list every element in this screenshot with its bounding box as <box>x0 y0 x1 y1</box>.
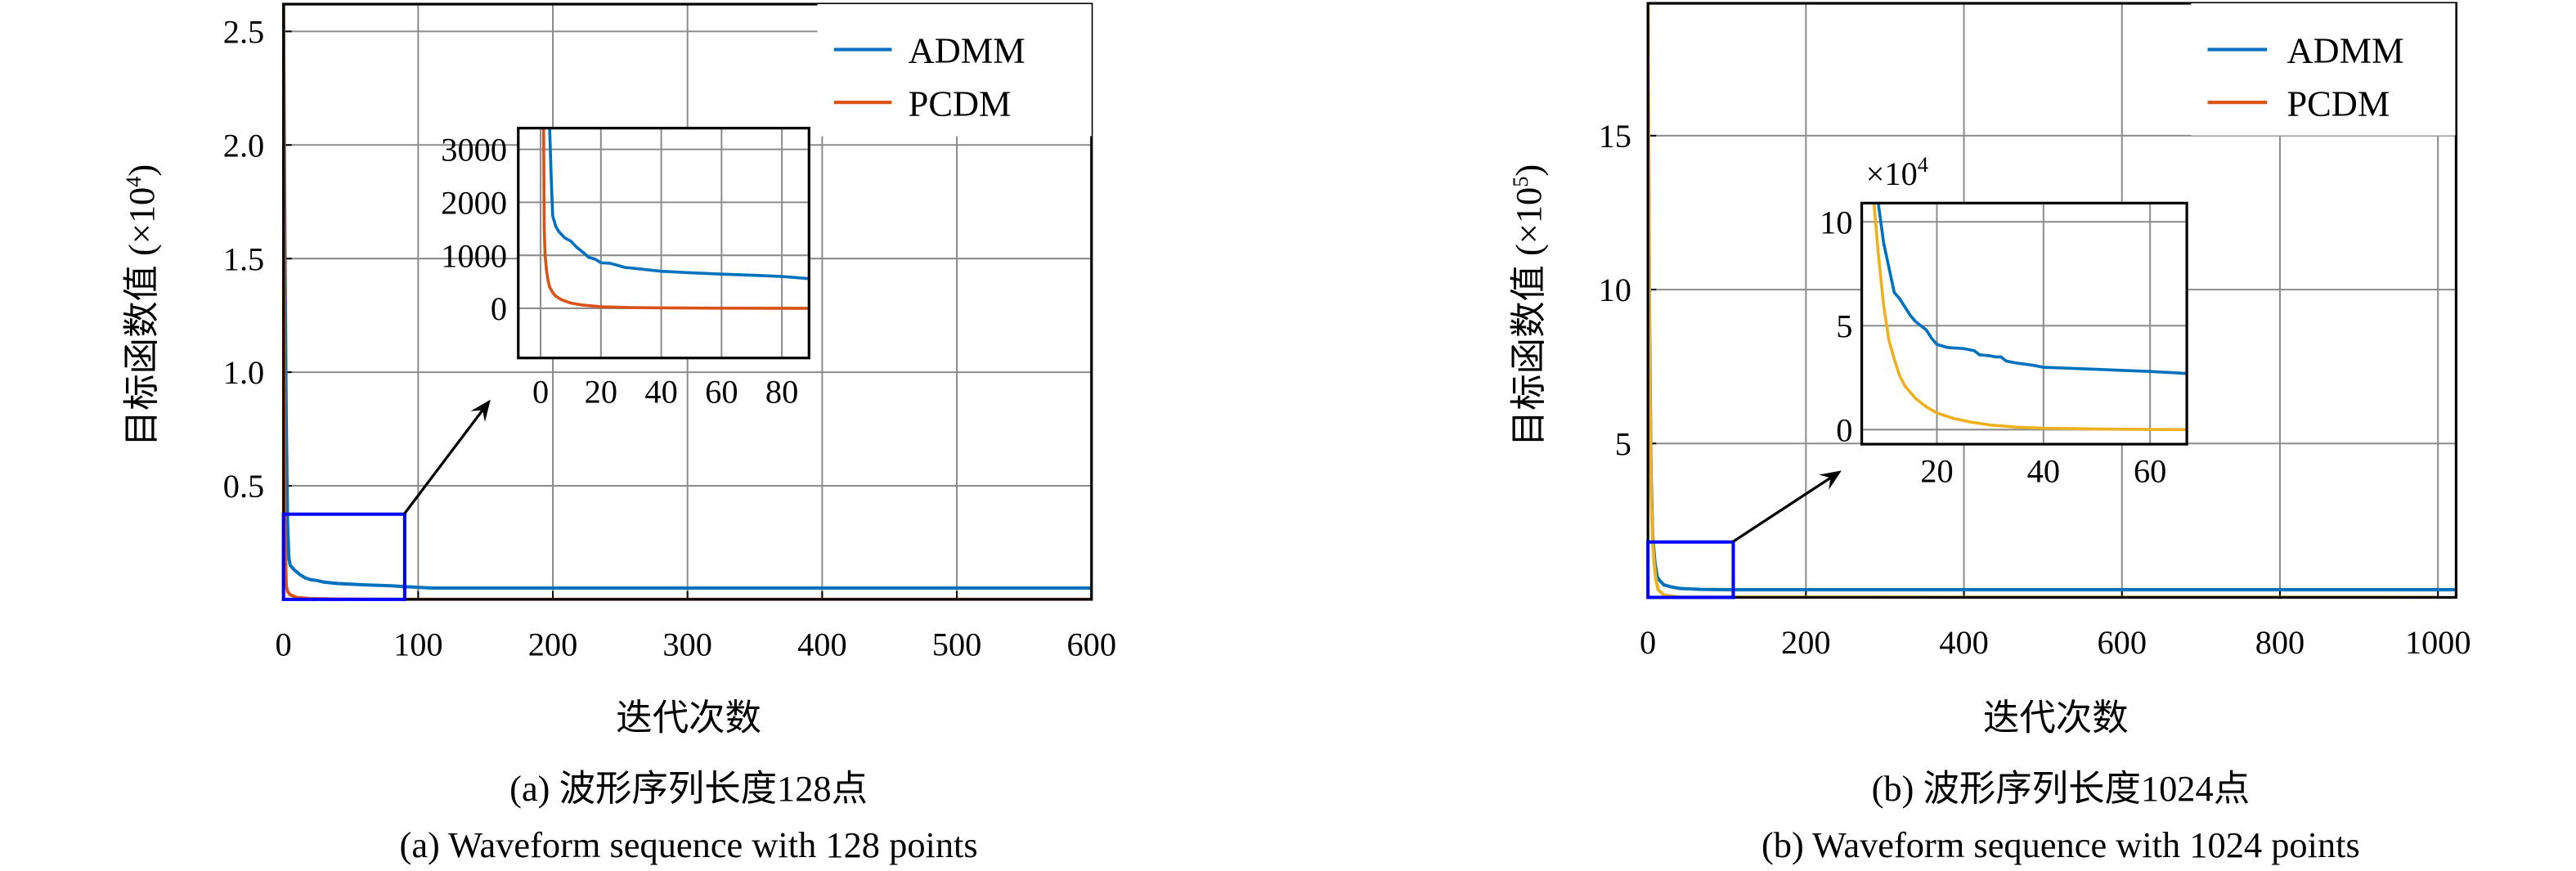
inset-series-line-pcdm <box>1872 203 2188 432</box>
inset-y-tick-label: 5 <box>1836 308 1852 344</box>
legend-label-pcdm-b: PCDM <box>2287 83 2390 123</box>
zoom-region-box <box>281 512 406 601</box>
inset-a: 0 20 40 60 80 0 1000 2000 3000 <box>441 127 810 411</box>
y-tick-label: 1.5 <box>223 240 264 277</box>
zoom-region-box <box>1646 540 1735 599</box>
x-tick-label: 1000 <box>2405 624 2471 661</box>
x-tick-label: 600 <box>2097 624 2147 661</box>
inset-y-tick-label: 2000 <box>441 185 507 222</box>
zoom-arrow-line <box>402 409 484 515</box>
legend-label-admm-a: ADMM <box>909 30 1025 71</box>
inset-series-line-admm <box>548 128 810 281</box>
inset-frame <box>517 127 810 360</box>
y-tick-label: 10 <box>1599 272 1631 308</box>
x-axis-label-b: 迭代次数 <box>1983 697 2129 738</box>
legend: ADMM PCDM <box>817 4 1092 137</box>
inset-y-tick-label: 0 <box>1836 411 1852 448</box>
caption-cn-b: (b) 波形序列长度1024点 <box>1872 768 2251 809</box>
caption-cn-a: (a) 波形序列长度128点 <box>509 768 868 809</box>
inset-x-tick-label: 20 <box>1920 453 1953 490</box>
inset-multiplier-b: ×104 <box>1866 153 1928 192</box>
zoom-arrow-head <box>470 399 491 422</box>
inset-x-tick-label: 40 <box>2027 453 2060 490</box>
inset-x-tick-label: 20 <box>585 374 617 411</box>
y-tick-label: 1.0 <box>223 354 264 391</box>
inset-x-tick-label: 60 <box>2134 453 2166 490</box>
inset-b: 20 40 60 0 5 10 <box>1820 201 2188 490</box>
inset-area <box>518 128 810 358</box>
legend-label-pcdm-a: PCDM <box>909 83 1012 123</box>
legend-box <box>817 4 1092 137</box>
inset-x-tick-label: 0 <box>532 374 549 411</box>
x-tick-label: 800 <box>2255 624 2305 661</box>
x-tick-label: 600 <box>1066 626 1116 663</box>
x-tick-label: 200 <box>1781 624 1831 661</box>
x-tick-label: 300 <box>662 626 712 663</box>
plot-frame <box>282 2 1093 601</box>
y-tick-label: 2.5 <box>223 14 264 51</box>
inset-x-tick-label: 40 <box>644 374 677 411</box>
inset-series-group <box>1872 203 2188 432</box>
inset-series-line-pcdm <box>541 128 810 310</box>
inset-y-tick-label: 1000 <box>441 237 507 274</box>
x-tick-label: 400 <box>1939 624 1989 661</box>
legend-box <box>2191 3 2456 136</box>
zoom-arrow-line <box>1732 476 1832 543</box>
y-axis-label-a: 目标函数值 (×104) <box>121 164 162 447</box>
inset-x-tick-label: 60 <box>705 374 738 411</box>
inset-y-tick-label: 10 <box>1820 204 1852 240</box>
caption-en-a: (a) Waveform sequence with 128 points <box>400 824 978 865</box>
inset-y-tick-label: 3000 <box>441 132 507 168</box>
y-tick-label: 5 <box>1615 425 1631 462</box>
inset-frame <box>1860 201 2188 446</box>
inset-area <box>1861 203 2188 445</box>
inset-y-tick-label: 0 <box>491 290 507 327</box>
y-tick-label: 2.0 <box>223 127 264 164</box>
y-tick-label: 15 <box>1599 118 1631 155</box>
legend: ADMM PCDM <box>2191 3 2456 136</box>
zoom-arrow-head <box>1819 470 1842 490</box>
inset-series-group <box>541 128 810 310</box>
inset-series-line-admm <box>1876 203 2188 375</box>
x-tick-label: 200 <box>528 626 578 663</box>
caption-en-b: (b) Waveform sequence with 1024 points <box>1761 824 2360 865</box>
panel-b: 目标函数值 (×105) 迭代次数 (b) 波形序列长度1024点 (b) Wa… <box>1508 164 2360 865</box>
x-tick-label: 400 <box>797 626 847 663</box>
inset-x-tick-label: 80 <box>765 374 798 411</box>
series-line-admm <box>283 4 1092 590</box>
panel-a: 目标函数值 (×104) 迭代次数 (a) 波形序列长度128点 (a) Wav… <box>121 164 978 865</box>
x-axis-label-a: 迭代次数 <box>616 697 761 738</box>
x-tick-label: 0 <box>1640 624 1656 661</box>
y-tick-label: 0.5 <box>223 468 264 505</box>
plot-frame <box>1646 2 2458 599</box>
legend-label-admm-b: ADMM <box>2287 30 2403 71</box>
y-axis-label-b: 目标函数值 (×105) <box>1508 164 1549 447</box>
x-tick-label: 0 <box>276 626 292 663</box>
x-tick-label: 100 <box>393 626 443 663</box>
x-tick-label: 500 <box>932 626 982 663</box>
